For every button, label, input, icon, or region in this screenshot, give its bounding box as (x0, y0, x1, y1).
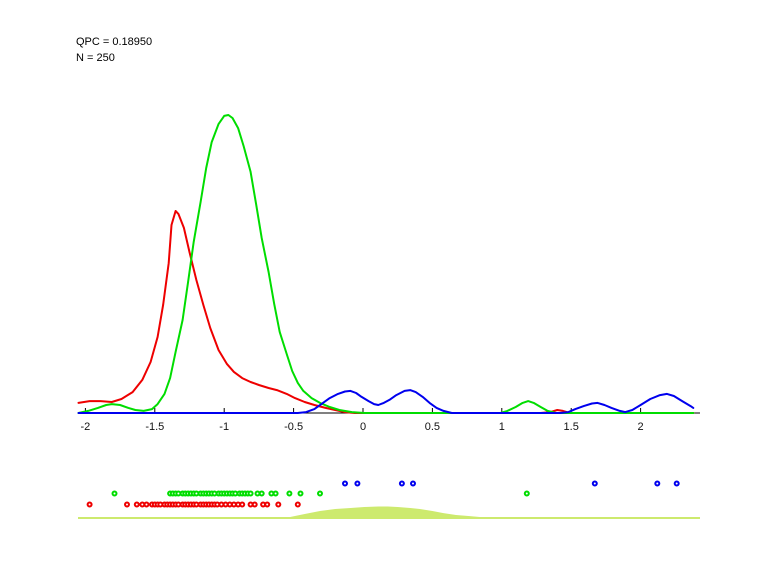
blue-sample-point (673, 480, 680, 487)
green-sample-point (286, 490, 293, 497)
blue-sample-point (654, 480, 661, 487)
red-sample-point (86, 501, 93, 508)
green-sample-point (258, 490, 265, 497)
blue-sample-point (342, 480, 348, 487)
x-tick-label: 1.5 (564, 421, 579, 433)
stats-annotation: QPC = 0.18950 N = 250 (76, 34, 152, 66)
x-axis: -2 -1.5 -1 -0.5 0 0.5 1 1.5 2 (78, 408, 700, 433)
x-tick-label: -2 (81, 421, 91, 433)
green-class-density-curve (77, 114, 695, 414)
sample-point-rows (86, 480, 680, 508)
projection-panel (78, 506, 700, 519)
x-tick-label: 2 (638, 421, 644, 433)
red-sample-point (124, 501, 130, 508)
x-tick-label: -1 (219, 421, 229, 433)
red-sample-point (133, 501, 140, 508)
red-sample-point (264, 501, 271, 508)
x-tick-label: -1.5 (145, 421, 164, 433)
red-sample-point (294, 501, 301, 508)
blue-sample-point (354, 480, 361, 487)
red-sample-point (251, 501, 258, 508)
x-tick-label: 0.5 (425, 421, 440, 433)
red-sample-point (143, 501, 150, 508)
sample-size-label: N = 250 (76, 52, 115, 64)
green-sample-point (317, 490, 323, 497)
x-tick-label: -0.5 (284, 421, 303, 433)
green-sample-point (272, 490, 279, 497)
x-tick-label: 1 (499, 421, 505, 433)
density-curves (77, 114, 695, 414)
blue-sample-point (591, 480, 598, 487)
x-tick-label: 0 (360, 421, 366, 433)
red-sample-point (239, 501, 246, 508)
green-sample-point (111, 490, 118, 497)
red-sample-row (86, 501, 301, 508)
projected-mixture-density-fill (285, 506, 520, 518)
red-sample-point (275, 501, 282, 508)
blue-sample-point (398, 480, 405, 487)
green-sample-point (523, 490, 530, 497)
blue-sample-row (342, 480, 680, 487)
blue-class-density-curve (77, 389, 695, 414)
blue-sample-point (410, 480, 416, 487)
green-sample-point (247, 490, 254, 497)
red-class-density-curve (77, 210, 695, 414)
green-sample-row (111, 490, 530, 497)
green-sample-point (297, 490, 304, 497)
qpc-value-label: QPC = 0.18950 (76, 36, 153, 48)
